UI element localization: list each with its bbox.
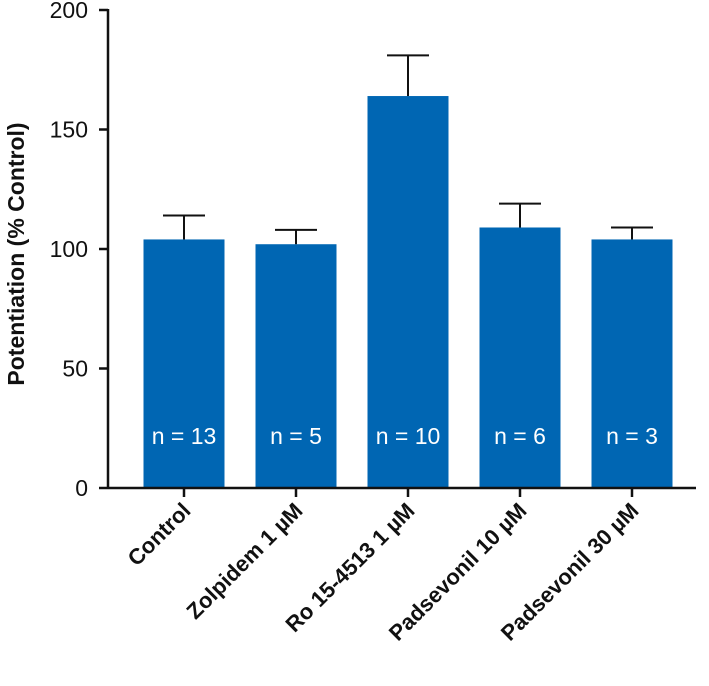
y-axis-title: Potentiation (% Control): [3, 122, 29, 385]
bar: [591, 239, 673, 488]
n-label: n = 10: [376, 423, 441, 449]
bar: [367, 96, 449, 488]
y-ticks-group: 0 50 100 150 200: [50, 0, 108, 501]
y-tick-label: 0: [75, 475, 88, 501]
bars-group: [143, 96, 673, 489]
bar: [479, 227, 561, 489]
n-label: n = 5: [270, 423, 322, 449]
bar: [255, 244, 337, 488]
y-tick-label: 200: [50, 0, 88, 23]
n-labels-group: n = 13 n = 5 n = 10 n = 6 n = 3: [152, 423, 658, 449]
n-label: n = 13: [152, 423, 217, 449]
y-axis-title-group: Potentiation (% Control): [3, 122, 29, 385]
n-label: n = 6: [494, 423, 546, 449]
y-tick-label: 150: [50, 117, 88, 143]
x-tick-label: Control: [123, 498, 196, 571]
x-tick-label: Zolpidem 1 µM: [181, 498, 307, 624]
error-bars-group: [163, 54, 653, 245]
y-tick-label: 50: [62, 356, 88, 382]
n-label: n = 3: [606, 423, 658, 449]
bar: [143, 239, 225, 488]
y-tick-label: 100: [50, 236, 88, 262]
